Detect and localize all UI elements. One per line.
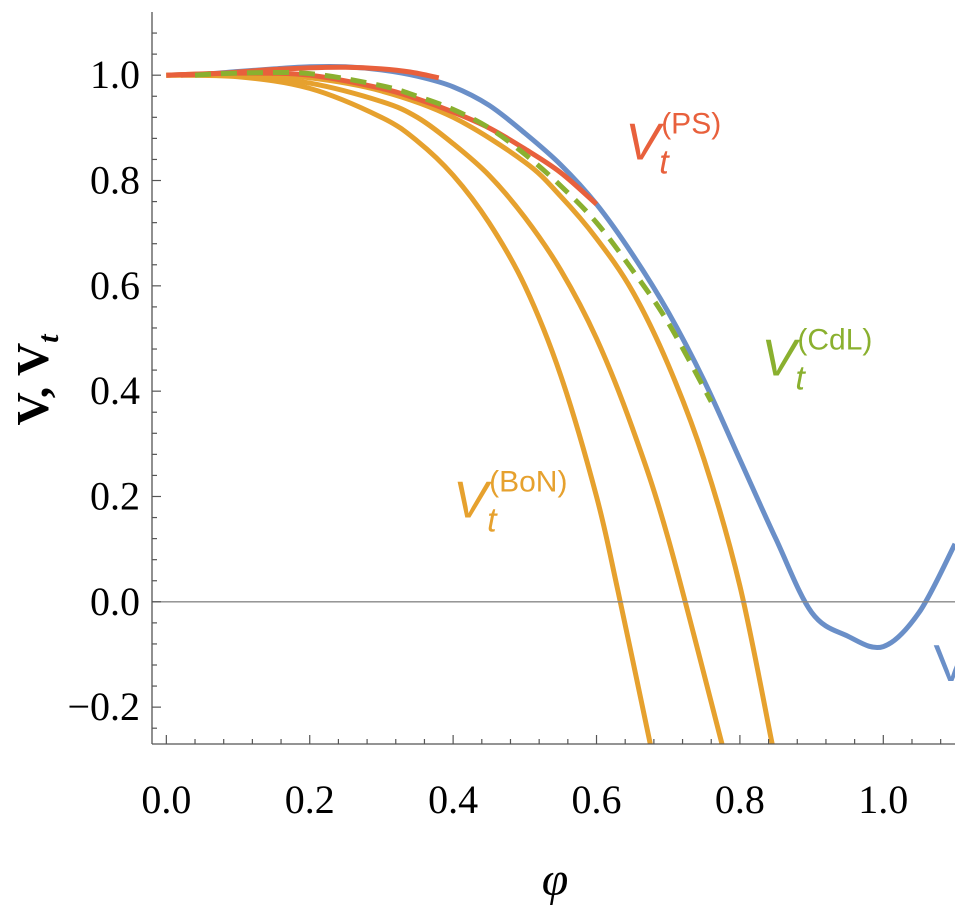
x-tick-label: 0.6	[572, 777, 622, 822]
y-tick-label: 0.8	[90, 158, 140, 203]
annotation-main: V	[625, 113, 664, 171]
y-tick-label: 0.4	[90, 368, 140, 413]
y-axis-label-sub: t	[32, 333, 65, 343]
series-group	[166, 63, 955, 744]
annotation-sup: (BoN)	[489, 466, 567, 499]
annotation-sub: t	[659, 143, 670, 181]
series-line-5	[166, 72, 653, 744]
labels-group: φV, VtV t(PS)V t(CdL)V t(BoN)V	[7, 107, 955, 905]
curve-annotation-3: V	[933, 635, 955, 693]
y-tick-label: 0.2	[90, 473, 140, 518]
y-axis-label: V, Vt	[7, 333, 65, 426]
x-tick-label: 0.2	[285, 777, 335, 822]
y-tick-label: 0.6	[90, 263, 140, 308]
x-tick-label: 0.4	[428, 777, 478, 822]
axes-group	[151, 12, 955, 745]
x-tick-label: 1.0	[858, 777, 908, 822]
series-line-4	[166, 72, 725, 744]
y-tick-label: 0.0	[90, 579, 140, 624]
annotation-main: V	[933, 635, 955, 693]
annotation-sup: (PS)	[661, 107, 721, 140]
annotation-main: V	[761, 329, 800, 387]
series-line-6	[194, 69, 714, 403]
x-axis-label: φ	[542, 853, 569, 905]
annotation-sub: t	[795, 359, 806, 397]
y-axis-label-main: V, V	[7, 343, 58, 426]
annotation-main: V	[453, 472, 492, 530]
y-tick-label: 1.0	[90, 52, 140, 97]
ticks-group: 0.0 0.2 0.4 0.6 0.8 1.0 −0.2 0.0 0.2 0.4 0.6 0.8 1.0	[67, 32, 942, 822]
x-tick-label: 0.8	[715, 777, 765, 822]
annotation-sup: (CdL)	[797, 323, 872, 356]
annotation-sub: t	[487, 502, 498, 540]
series-line-2	[166, 70, 599, 207]
series-line-3	[166, 71, 775, 744]
y-tick-label: −0.2	[67, 684, 140, 729]
x-tick-label: 0.0	[141, 777, 191, 822]
